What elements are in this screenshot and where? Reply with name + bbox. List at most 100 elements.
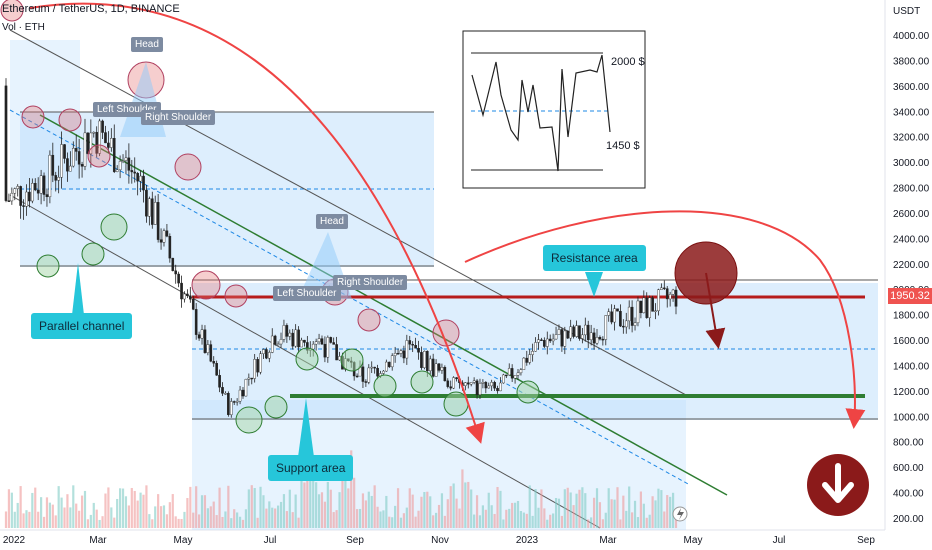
volume-bar bbox=[420, 496, 423, 528]
volume-bar bbox=[247, 489, 250, 528]
volume-bar bbox=[426, 491, 429, 528]
volume-bar bbox=[288, 489, 291, 528]
candle-body bbox=[472, 380, 476, 383]
symbol-header[interactable]: Ethereum / TetherUS, 1D, BINANCE bbox=[2, 3, 180, 15]
candle-body bbox=[604, 315, 608, 340]
time-tick-label: Jul bbox=[264, 535, 277, 546]
candle-body bbox=[364, 381, 368, 383]
volume-bar bbox=[625, 510, 628, 528]
volume-bar bbox=[335, 510, 338, 528]
candle-body bbox=[624, 320, 628, 328]
time-tick-label: May bbox=[174, 535, 193, 546]
pivot-circle bbox=[21, 105, 45, 129]
candle-body bbox=[387, 361, 391, 368]
candle-body bbox=[101, 120, 104, 133]
candle-body bbox=[630, 306, 634, 326]
candle-body bbox=[499, 382, 502, 392]
volume-bar bbox=[224, 511, 227, 528]
candle-body bbox=[174, 270, 177, 275]
volume-bar bbox=[639, 491, 642, 528]
candle-body bbox=[112, 138, 116, 172]
time-tick-label: May bbox=[684, 535, 703, 546]
candle-body bbox=[525, 357, 529, 363]
candle-body bbox=[519, 369, 523, 374]
candle-body bbox=[645, 297, 649, 318]
volume-bar bbox=[294, 494, 297, 528]
candle-body bbox=[592, 332, 596, 344]
volume-bar bbox=[312, 461, 315, 528]
volume-bar bbox=[440, 493, 444, 528]
candle-body bbox=[282, 325, 286, 340]
candle-body bbox=[153, 202, 157, 225]
volume-bar bbox=[22, 513, 25, 528]
candle-body bbox=[206, 344, 210, 353]
candle-body bbox=[191, 299, 195, 310]
candle-body bbox=[320, 338, 324, 345]
candle-body bbox=[674, 289, 678, 307]
pivot-circle bbox=[410, 370, 434, 394]
volume-bar bbox=[218, 487, 221, 528]
candle-body bbox=[238, 389, 242, 402]
volume-bar bbox=[572, 505, 575, 528]
inset-high-label: 2000 $ bbox=[611, 56, 645, 68]
candle-body bbox=[250, 377, 254, 380]
candle-body bbox=[224, 393, 227, 395]
time-tick-label: Sep bbox=[857, 535, 875, 546]
candle-body bbox=[39, 175, 43, 194]
volume-bar bbox=[549, 514, 552, 528]
candle-body bbox=[253, 359, 256, 379]
resistance-area-pointer bbox=[585, 272, 603, 297]
candle-body bbox=[256, 359, 259, 373]
candle-body bbox=[133, 171, 137, 174]
volume-bar bbox=[502, 519, 505, 528]
volume-bar bbox=[654, 500, 657, 528]
volume-bar bbox=[320, 492, 324, 528]
volume-bar bbox=[663, 511, 666, 528]
volume-bar bbox=[473, 514, 476, 528]
candle-body bbox=[619, 310, 622, 327]
candle-body bbox=[548, 338, 552, 342]
volume-bar bbox=[657, 488, 660, 528]
candle-body bbox=[376, 367, 379, 377]
candle-body bbox=[393, 353, 397, 356]
candle-body bbox=[437, 363, 441, 371]
candle-body bbox=[654, 310, 657, 313]
candle-body bbox=[478, 383, 482, 395]
candle-body bbox=[420, 352, 423, 368]
candle-body bbox=[71, 148, 75, 167]
volume-bar bbox=[130, 487, 133, 528]
volume-bar bbox=[151, 519, 154, 528]
candle-body bbox=[367, 367, 371, 383]
volume-bar bbox=[86, 519, 90, 528]
volume-bar bbox=[604, 512, 607, 528]
currency-label: USDT bbox=[893, 6, 921, 17]
volume-bar bbox=[636, 517, 640, 528]
candle-body bbox=[616, 308, 619, 312]
candle-body bbox=[355, 375, 359, 378]
volume-bar bbox=[554, 498, 558, 528]
candle-body bbox=[180, 282, 183, 300]
pivot-circle bbox=[191, 270, 221, 300]
right-shoulder-label-1: Right Shoulder bbox=[141, 110, 216, 125]
volume-header[interactable]: Vol · ETH bbox=[2, 22, 45, 33]
volume-bar bbox=[192, 512, 195, 528]
price-tick-label: 3800.00 bbox=[893, 56, 930, 67]
volume-bar bbox=[142, 494, 145, 528]
candle-body bbox=[490, 382, 493, 387]
volume-bar bbox=[592, 497, 596, 528]
candle-body bbox=[557, 329, 561, 335]
pivot-circle bbox=[174, 153, 202, 181]
volume-bar bbox=[206, 508, 209, 528]
volume-bar bbox=[227, 485, 230, 528]
candle-body bbox=[423, 350, 426, 368]
candle-body bbox=[431, 358, 435, 377]
candle-body bbox=[203, 329, 207, 353]
candle-body bbox=[396, 353, 400, 355]
volume-bar bbox=[642, 503, 645, 528]
resistance-area-callout: Resistance area bbox=[543, 245, 646, 271]
candle-body bbox=[446, 380, 450, 387]
volume-bar bbox=[180, 518, 183, 528]
candle-body bbox=[60, 144, 63, 178]
candle-body bbox=[7, 200, 11, 202]
